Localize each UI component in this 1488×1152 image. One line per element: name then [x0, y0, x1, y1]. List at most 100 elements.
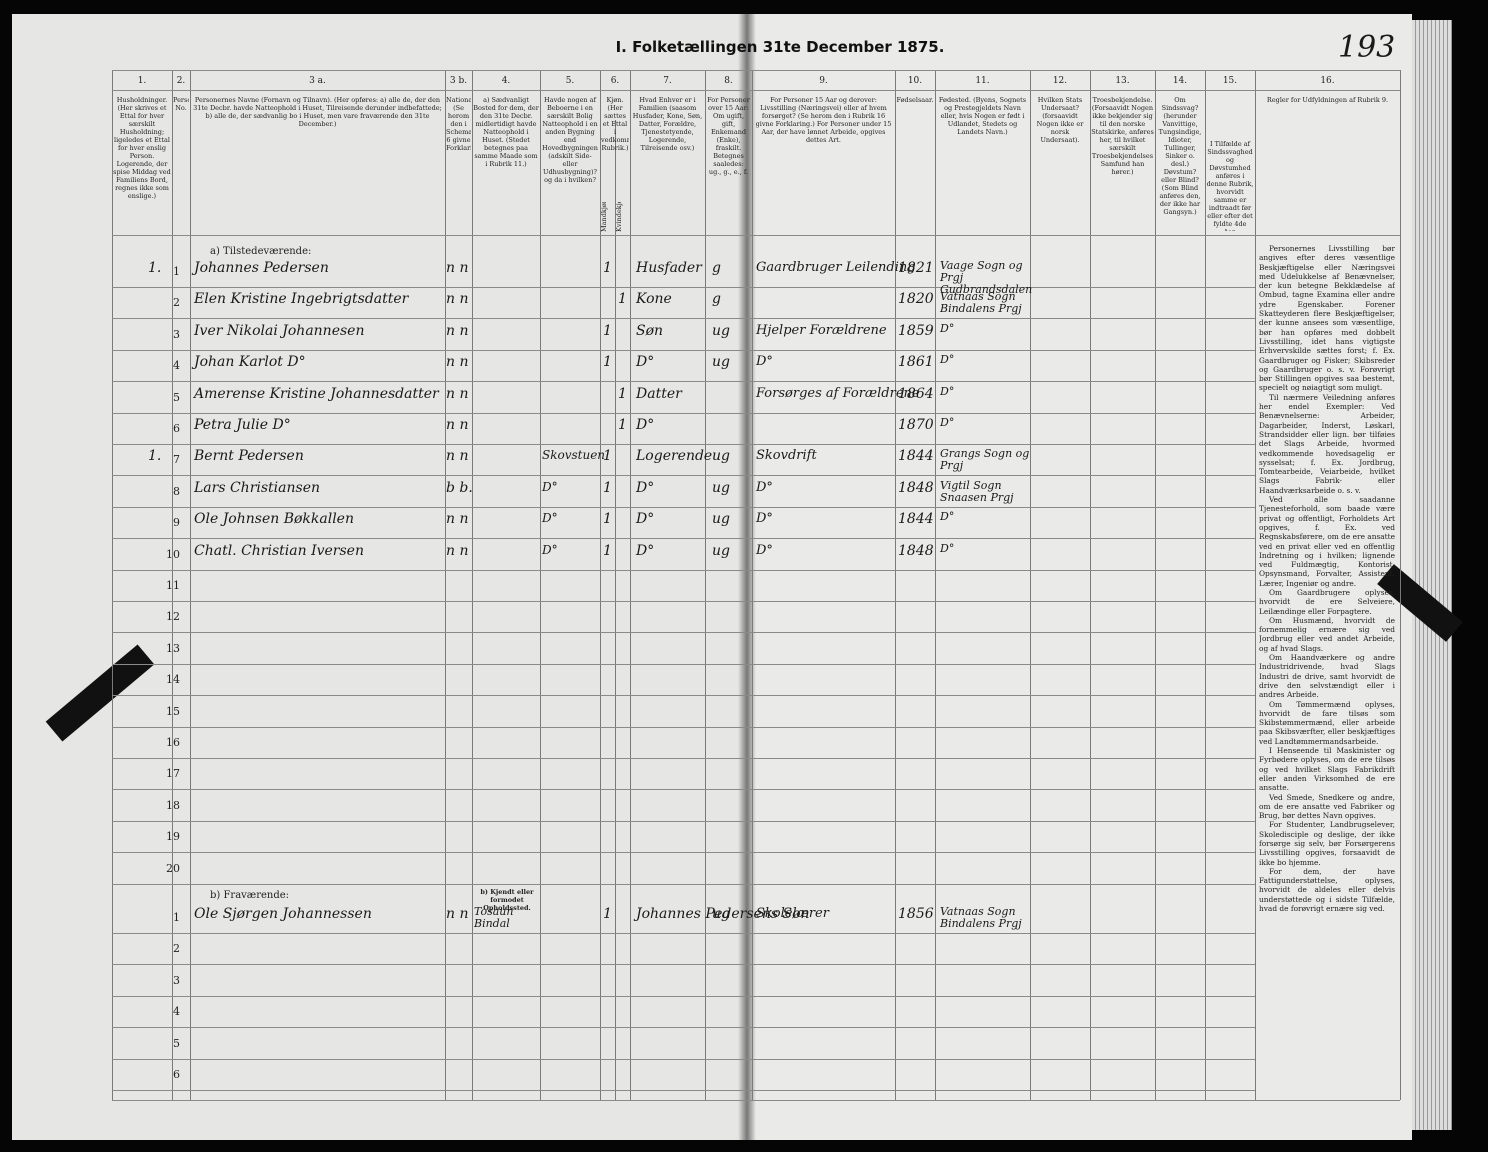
- entry-birthplace: Vatnaas Sogn Bindalens Prgj: [940, 905, 1022, 930]
- column-rule: [540, 70, 541, 1100]
- entry-birthplace: D°: [940, 384, 955, 398]
- column-rule: [445, 70, 446, 1100]
- entry-col5: D°: [542, 479, 558, 494]
- column-heading: Hvad Enhver er i Familien (saasom Husfad…: [632, 96, 703, 152]
- row-rule: [112, 1090, 1255, 1091]
- entry-birth-year: 1856: [898, 906, 934, 922]
- entry-occupation: D°: [756, 542, 773, 558]
- entry-birth-year: 1870: [898, 417, 934, 433]
- column-rule: [1255, 70, 1256, 1100]
- row-rule: [112, 569, 1255, 571]
- column-number: 5.: [565, 76, 575, 86]
- entry-role: D°: [636, 417, 655, 433]
- header-rule: [112, 90, 1400, 91]
- column-heading: Havde nogen af Beboerne i en særskilt Bo…: [542, 96, 598, 184]
- column-heading: Husholdninger. (Her skrives et Ettal for…: [113, 96, 171, 200]
- entry-birth-year: 1859: [898, 322, 934, 339]
- page-edges: [1412, 20, 1452, 1130]
- sex-subheading: Mandkjøn.: [600, 202, 608, 232]
- column-number: 14.: [1172, 76, 1188, 86]
- row-number: 20: [166, 861, 180, 875]
- entry-birthplace: Grangs Sogn og Prgj: [940, 447, 1030, 473]
- entry-marital: g: [712, 260, 721, 276]
- column-heading: a) Sædvanligt Bosted for dem, der den 31…: [473, 96, 539, 168]
- entry-name: Chatl. Christian Iversen: [194, 542, 364, 559]
- entry-col3b: n n: [446, 322, 469, 339]
- column-heading: Om Sindssvag? (herunder Vanvittige, Tung…: [1158, 96, 1202, 216]
- column-heading: Kjøn. (Her sættes et Ettal i vedkommende…: [601, 96, 629, 152]
- column-rule: [630, 70, 631, 1100]
- entry-name: Iver Nikolai Johannesen: [194, 322, 365, 339]
- instruction-paragraph: Om Haandværkere og andre Industridrivend…: [1259, 653, 1395, 700]
- row-rule: [112, 349, 1255, 351]
- entry-col3b: n n: [446, 417, 469, 433]
- row-number: 6: [173, 1068, 180, 1081]
- column-number: 8.: [724, 76, 733, 86]
- instruction-paragraph: Personernes Livsstilling bør angives eft…: [1259, 244, 1395, 393]
- column-heading: Troesbekjendelse. (Forsaavidt Nogen ikke…: [1091, 96, 1154, 176]
- entry-birth-year: 1848: [898, 542, 934, 559]
- instruction-paragraph: Til nærmere Veiledning anføres her endel…: [1259, 392, 1395, 495]
- row-number: 18: [166, 798, 180, 812]
- entry-birth-year: 1861: [898, 354, 934, 371]
- entry-name: Johannes Pedersen: [194, 260, 329, 276]
- entry-birthplace: D°: [940, 353, 955, 367]
- row-rule: [112, 663, 1255, 665]
- entry-col5: Skovstuen: [542, 448, 606, 463]
- row-rule: [112, 475, 1255, 477]
- entry-birthplace: Vatnaas Sogn Bindalens Prgj: [940, 290, 1022, 316]
- column-rule: [1030, 70, 1031, 1100]
- row-number: 3: [173, 327, 180, 341]
- row-number: 10: [166, 547, 180, 561]
- entry-household: 1.: [148, 448, 162, 465]
- entry-role: D°: [636, 511, 655, 528]
- entry-marital: ug: [712, 448, 730, 465]
- entry-birthplace: Vaage Sogn og Prgj Gudbrandsdalen: [940, 259, 1033, 296]
- instruction-paragraph: Ved Smede, Snedkere og andre, om de ere …: [1259, 792, 1395, 821]
- row-number: 9: [173, 516, 180, 530]
- instruction-paragraph: Ved alle saadanne Tjenesteforhold, som b…: [1259, 495, 1395, 588]
- entry-birth-year: 1864: [898, 385, 934, 402]
- sex-subheading: Kvindekjøn.: [615, 202, 623, 232]
- row-number: 11: [166, 579, 180, 592]
- column-heading: Hvilken Stats Undersaat? (forsaavidt Nog…: [1036, 96, 1084, 144]
- entry-name: Elen Kristine Ingebrigtsdatter: [194, 291, 409, 308]
- row-number: 8: [173, 484, 180, 498]
- entry-marital: ug: [712, 479, 730, 496]
- instruction-paragraph: Om Husmænd, hvorvidt de fornemmelig ernæ…: [1259, 615, 1395, 653]
- entry-male: 1: [603, 260, 612, 276]
- entry-household: 1.: [148, 260, 162, 276]
- row-rule: [112, 381, 1255, 383]
- column-number: 7.: [663, 76, 672, 86]
- entry-birthplace: D°: [940, 510, 955, 524]
- entry-role: Kone: [636, 291, 672, 308]
- row-number: 4: [173, 1005, 180, 1019]
- entry-occupation: Skovdrift: [756, 448, 817, 464]
- column-number: 9.: [819, 76, 828, 86]
- column-heading: Nationalitet (Se herom den i Schema 6 gi…: [446, 96, 471, 152]
- column-rule: [895, 70, 896, 1100]
- entry-marital: ug: [712, 542, 730, 559]
- column-rule: [752, 70, 753, 1100]
- instruction-paragraph: Om Gaardbrugere oplyses, hvorvidt de ere…: [1259, 587, 1395, 616]
- entry-birth-year: 1820: [898, 291, 934, 308]
- column-number: 6.: [610, 76, 620, 86]
- entry-name: Ole Sjørgen Johannessen: [194, 906, 372, 922]
- column-heading: For Personer over 15 Aar: Om ugift, gift…: [707, 96, 750, 176]
- column-heading: For Personer 15 Aar og derover: Livsstil…: [755, 96, 892, 144]
- entry-marital: g: [712, 291, 721, 308]
- column-number: 3 b.: [449, 76, 468, 86]
- row-number: 2: [173, 942, 180, 956]
- section-absent: b) Fraværende:: [210, 890, 290, 901]
- entry-occupation: Forsørges af Forældrene: [756, 385, 920, 401]
- entry-male: 1: [603, 448, 612, 465]
- row-rule: [112, 1027, 1255, 1029]
- row-rule: [112, 820, 1255, 822]
- column-number: 2.: [176, 76, 186, 86]
- row-rule: [112, 318, 1255, 320]
- column-heading: Personernes No.: [173, 96, 189, 112]
- column-rule: [615, 120, 616, 1100]
- entry-birthplace: D°: [940, 416, 955, 429]
- page-number: 193: [1338, 30, 1396, 65]
- entry-role: Logerende: [636, 448, 713, 465]
